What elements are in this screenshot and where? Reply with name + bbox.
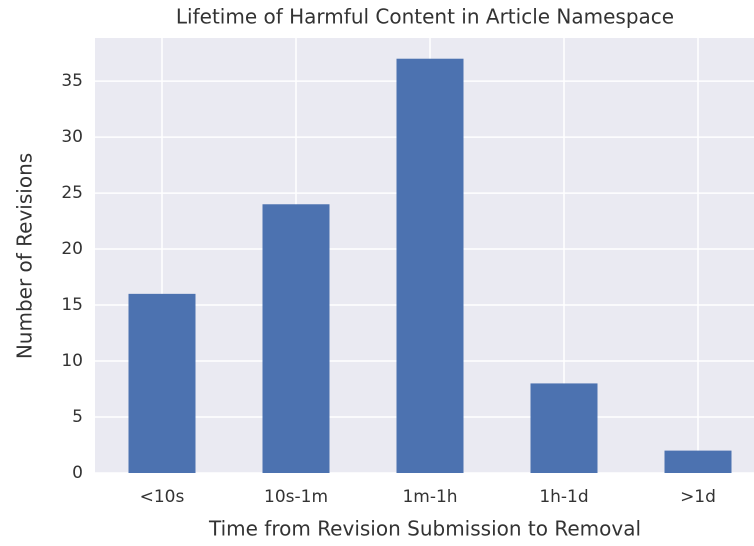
y-tick-label: 5 bbox=[72, 407, 83, 427]
bar bbox=[262, 204, 330, 474]
x-tick-label: >1d bbox=[680, 487, 716, 507]
y-tick-label: 10 bbox=[61, 351, 83, 371]
y-axis-label: Number of Revisions bbox=[13, 153, 37, 359]
y-tick-label: 30 bbox=[61, 127, 83, 147]
chart-title: Lifetime of Harmful Content in Article N… bbox=[176, 5, 674, 29]
y-tick-label: 35 bbox=[61, 71, 83, 91]
y-tick-label: 20 bbox=[61, 239, 83, 259]
x-tick-label: 1h-1d bbox=[539, 487, 588, 507]
bar bbox=[530, 383, 598, 473]
x-axis-label: Time from Revision Submission to Removal bbox=[208, 517, 641, 541]
x-tick-label: 10s-1m bbox=[264, 487, 328, 507]
y-tick-label: 25 bbox=[61, 183, 83, 203]
y-tick-label: 0 bbox=[72, 463, 83, 483]
bar bbox=[128, 293, 196, 473]
bar bbox=[664, 450, 732, 473]
bar bbox=[396, 58, 464, 473]
y-tick-label: 15 bbox=[61, 295, 83, 315]
x-tick-label: 1m-1h bbox=[402, 487, 457, 507]
x-tick-label: <10s bbox=[140, 487, 185, 507]
